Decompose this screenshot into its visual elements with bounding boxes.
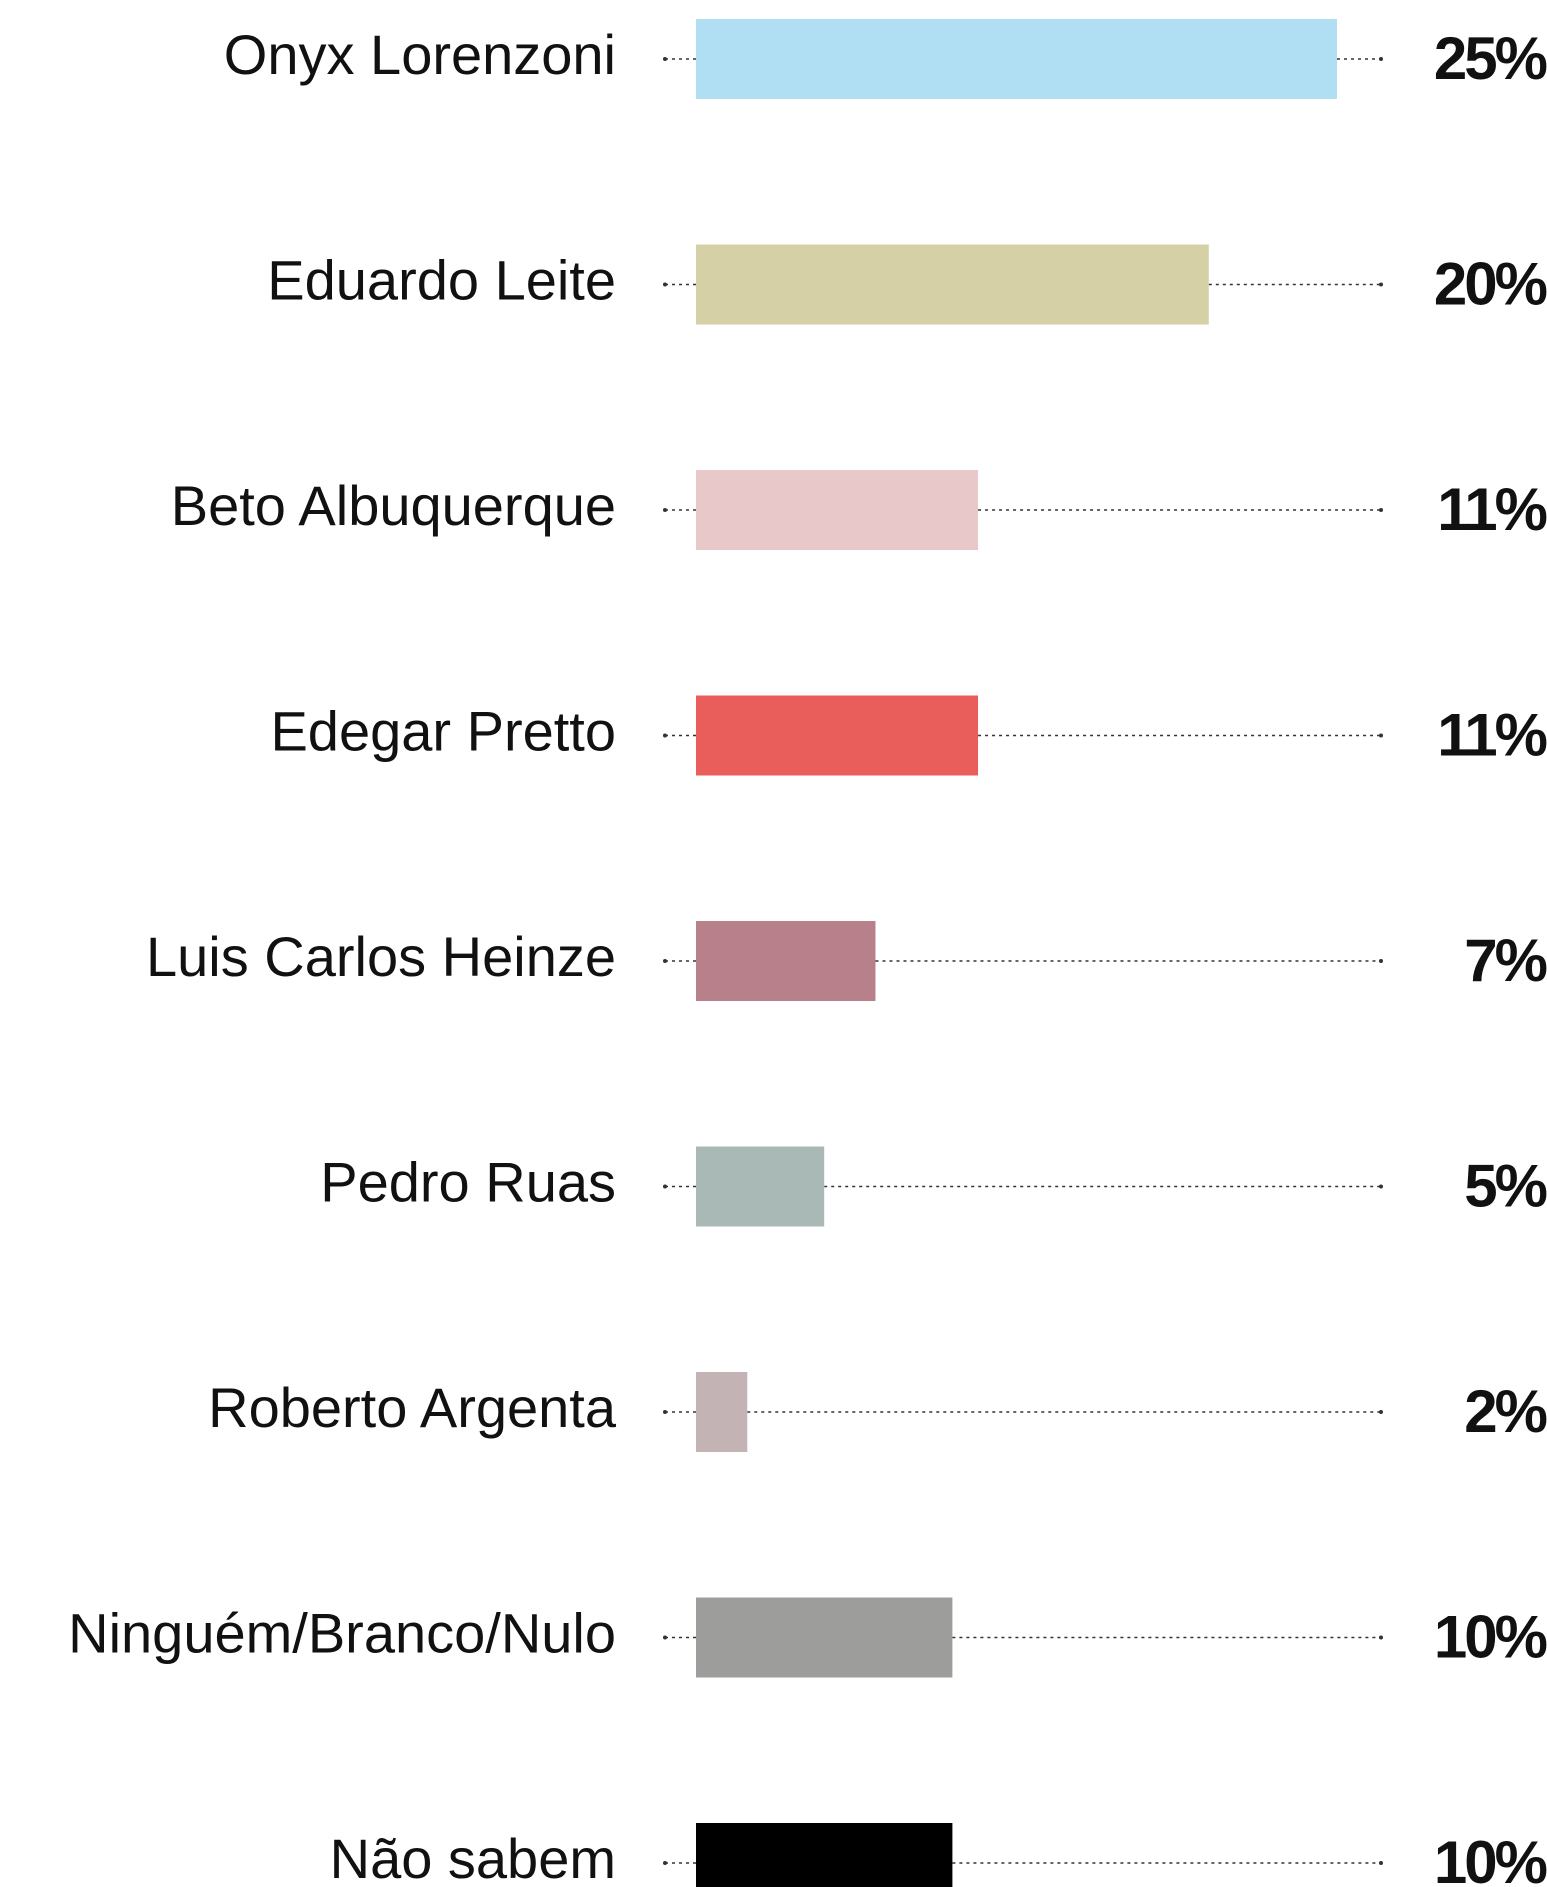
leader-dot <box>663 1861 667 1865</box>
leader-dot <box>1379 1184 1383 1189</box>
leader-dot <box>1379 57 1383 61</box>
category-label: Não sabem <box>330 1827 616 1887</box>
bar <box>696 1597 953 1678</box>
value-label: 10% <box>1434 1603 1547 1670</box>
bar <box>696 1823 953 1887</box>
bar <box>696 19 1337 99</box>
category-label: Ninguém/Branco/Nulo <box>68 1601 616 1664</box>
bar <box>696 921 876 1001</box>
value-label: 10% <box>1434 1829 1547 1887</box>
category-label: Edegar Pretto <box>270 699 616 762</box>
category-label: Roberto Argenta <box>208 1376 617 1439</box>
leader-dot <box>1379 733 1383 738</box>
value-label: 11% <box>1437 701 1546 768</box>
value-label: 25% <box>1434 25 1547 92</box>
leader-dot <box>1379 959 1383 963</box>
category-label: Beto Albuquerque <box>171 474 616 537</box>
value-label: 7% <box>1464 927 1546 994</box>
category-label: Pedro Ruas <box>320 1150 616 1213</box>
value-label: 5% <box>1464 1152 1546 1219</box>
category-label: Onyx Lorenzoni <box>224 23 616 86</box>
category-label: Eduardo Leite <box>267 248 616 311</box>
leader-dot <box>663 959 667 963</box>
leader-dot <box>663 1410 667 1414</box>
bar <box>696 1146 825 1227</box>
bar <box>696 695 979 776</box>
value-label: 20% <box>1434 250 1547 317</box>
bar <box>696 244 1209 325</box>
leader-dot <box>1379 1635 1383 1640</box>
leader-dot <box>663 57 667 61</box>
value-label: 11% <box>1437 476 1546 543</box>
leader-dot <box>663 733 667 738</box>
bar <box>696 470 979 550</box>
leader-dot <box>1379 282 1383 287</box>
leader-dot <box>663 508 667 512</box>
value-label: 2% <box>1464 1378 1546 1445</box>
leader-dot <box>663 1184 667 1189</box>
leader-dot <box>663 1635 667 1640</box>
leader-dot <box>1379 1410 1383 1414</box>
leader-dot <box>1379 508 1383 512</box>
leader-dot <box>663 282 667 287</box>
leader-dot <box>1379 1861 1383 1865</box>
category-label: Luis Carlos Heinze <box>146 925 616 988</box>
bar <box>696 1372 748 1452</box>
